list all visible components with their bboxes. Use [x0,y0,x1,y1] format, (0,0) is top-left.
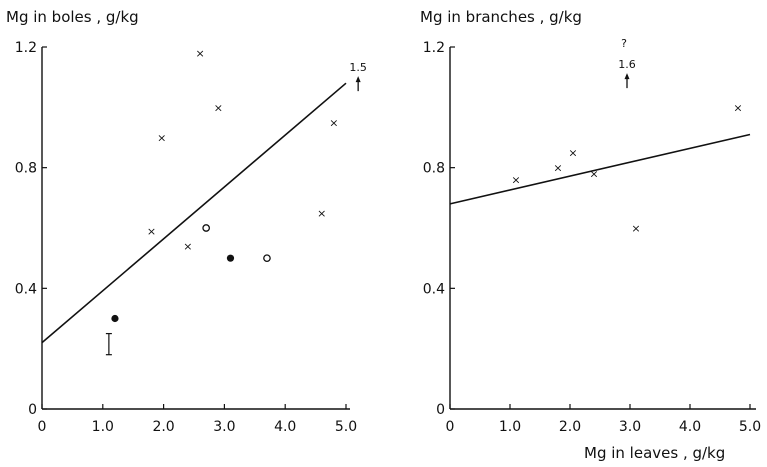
boles-x-tick-label: 4.0 [274,419,296,435]
boles-fit-line [41,82,347,344]
boles-filled-point [226,254,235,262]
branches-cross-point: × [631,222,640,235]
boles-y-tick-label: 1.2 [15,40,37,56]
boles-open-point [202,224,211,232]
branches-annotation: ? [621,37,627,50]
boles-x-tick-label: 2.0 [152,419,174,435]
boles-cross-point: × [329,116,338,129]
branches-panel: Mg in branches , g/kg 0 1.0 2.0 3.0 4.0 5.000… [420,8,761,462]
branches-ticks: 0 1.0 2.0 3.0 4.0 5.0 0 0.4 0.8 1.2 [423,40,761,435]
branches-fit-line [449,133,751,205]
branches-x-tick-label: 3.0 [619,419,641,435]
boles-cross-point: × [157,132,166,145]
boles-x-tick-label: 5.0 [335,419,357,435]
boles-arrow-up-icon [355,76,361,92]
boles-y-axis-title: Mg in boles , g/kg [6,8,139,26]
branches-marks: × × × × × × 1.6? [449,37,751,235]
boles-x-tick-label: 3.0 [213,419,235,435]
boles-error-bar [105,332,112,356]
branches-y-tick-label: 1.2 [423,40,445,56]
branches-y-tick-label: 0.8 [423,161,445,177]
branches-x-tick-label: 1.0 [499,419,521,435]
branches-arrow-up-icon [624,73,630,89]
boles-y-tick-label: 0 [28,402,37,418]
boles-open-point [263,254,271,263]
boles-x-tick-label: 0 [38,419,47,435]
branches-cross-point: × [568,147,577,160]
boles-cross-point: × [195,47,204,60]
branches-x-axis-title: Mg in leaves , g/kg [584,444,725,462]
boles-cross-point: × [317,207,326,220]
boles-y-tick-label: 0.8 [15,161,37,177]
branches-cross-point: × [733,101,742,114]
branches-annotation: 1.6 [618,58,636,71]
branches-x-tick-label: 2.0 [559,419,581,435]
boles-filled-point [111,314,119,323]
boles-annotation: 1.5 [349,61,367,74]
branches-x-tick-label: 0 [446,419,455,435]
branches-x-tick-label: 4.0 [679,419,701,435]
branches-y-axis-title: Mg in branches , g/kg [420,8,582,26]
branches-cross-point: × [553,162,562,175]
boles-cross-point: × [183,240,192,253]
branches-x-tick-label: 5.0 [739,419,761,435]
boles-panel: Mg in boles , g/kg 0 1.0 2.0 3.0 4.0 5.000.40… [6,8,367,435]
branches-cross-point: × [589,168,598,181]
boles-x-tick-label: 1.0 [92,419,114,435]
branches-y-tick-label: 0 [436,402,445,418]
boles-y-tick-label: 0.4 [15,281,37,297]
branches-y-tick-label: 0.4 [423,281,445,297]
boles-ticks: 0 1.0 2.0 3.0 4.0 5.0 0 0.4 0.8 1.2 [15,40,357,435]
boles-marks: × × × × × × × 1.5 [41,47,367,356]
boles-cross-point: × [214,101,223,114]
boles-cross-point: × [147,225,156,238]
branches-cross-point: × [511,174,520,187]
